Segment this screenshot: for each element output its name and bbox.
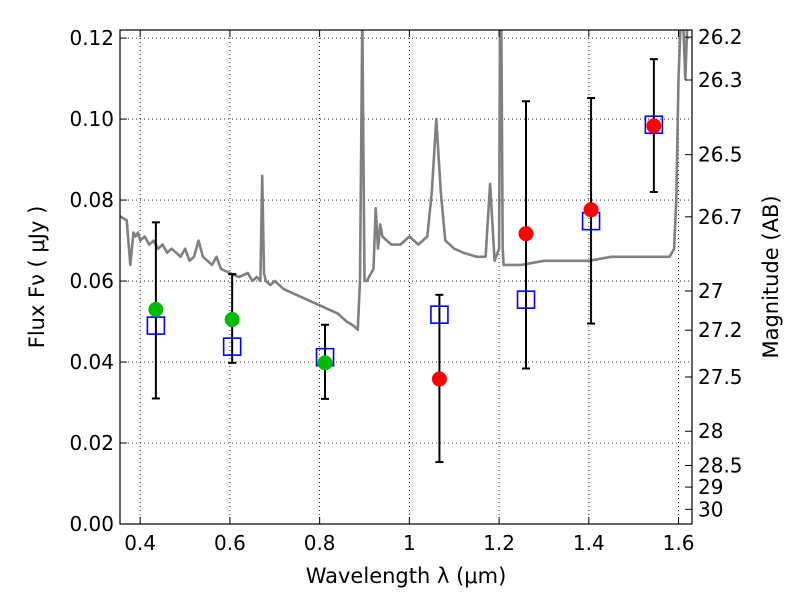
y2-tick-label: 27.5 — [698, 365, 743, 389]
y2-tick-label: 26.7 — [698, 205, 743, 229]
plot-frame — [119, 29, 693, 525]
x-tick-label: 1.6 — [663, 531, 695, 555]
y-tick-label: 0.12 — [69, 26, 114, 50]
model-square-marker — [516, 290, 536, 309]
y2-axis-label: Magnitude (AB) — [759, 195, 783, 358]
y-tick-label: 0.00 — [69, 512, 114, 536]
y2-tick-label: 28.5 — [698, 453, 743, 477]
y-tick-label: 0.06 — [69, 269, 114, 293]
x-tick-label: 0.8 — [304, 531, 336, 555]
x-tick-label: 1.4 — [573, 531, 605, 555]
x-tick-label: 1 — [403, 531, 416, 555]
model-square-marker — [222, 337, 242, 356]
y-axis-label: Flux Fν ( μJy ) — [25, 206, 49, 349]
nir-flux-marker — [646, 118, 662, 134]
plot-area — [120, 30, 689, 464]
ticks: 0.4 0.6 0.8 1 1.2 1.4 1.6 0.00 0.02 0.04 0.06 0.08 0… — [69, 25, 742, 555]
y2-tick-label: 28 — [698, 419, 723, 443]
y2-tick-label: 26.2 — [698, 25, 743, 49]
model-square-marker — [146, 316, 166, 335]
y2-tick-label: 27.2 — [698, 318, 743, 342]
spectrum-line — [120, 30, 689, 331]
nir-flux-marker — [518, 226, 534, 242]
y2-tick-label: 26.5 — [698, 143, 743, 167]
nir-flux-marker — [583, 202, 599, 218]
y-tick-label: 0.10 — [69, 107, 114, 131]
y-tick-label: 0.04 — [69, 350, 114, 374]
x-axis-label: Wavelength λ (μm) — [306, 564, 507, 588]
optical-flux-marker — [224, 312, 240, 328]
y2-tick-label: 30 — [698, 497, 723, 521]
y2-tick-label: 26.3 — [698, 68, 743, 92]
x-tick-label: 1.2 — [483, 531, 515, 555]
y2-tick-label: 27 — [698, 279, 723, 303]
y2-tick-label: 29 — [698, 475, 723, 499]
model-square-marker — [430, 305, 449, 324]
optical-flux-marker — [148, 301, 164, 317]
nir-flux-marker — [431, 371, 447, 387]
y-tick-label: 0.08 — [69, 188, 114, 212]
optical-flux-marker — [317, 355, 333, 371]
x-tick-label: 0.6 — [214, 531, 246, 555]
x-tick-label: 0.4 — [124, 531, 156, 555]
y-tick-label: 0.02 — [69, 431, 114, 455]
